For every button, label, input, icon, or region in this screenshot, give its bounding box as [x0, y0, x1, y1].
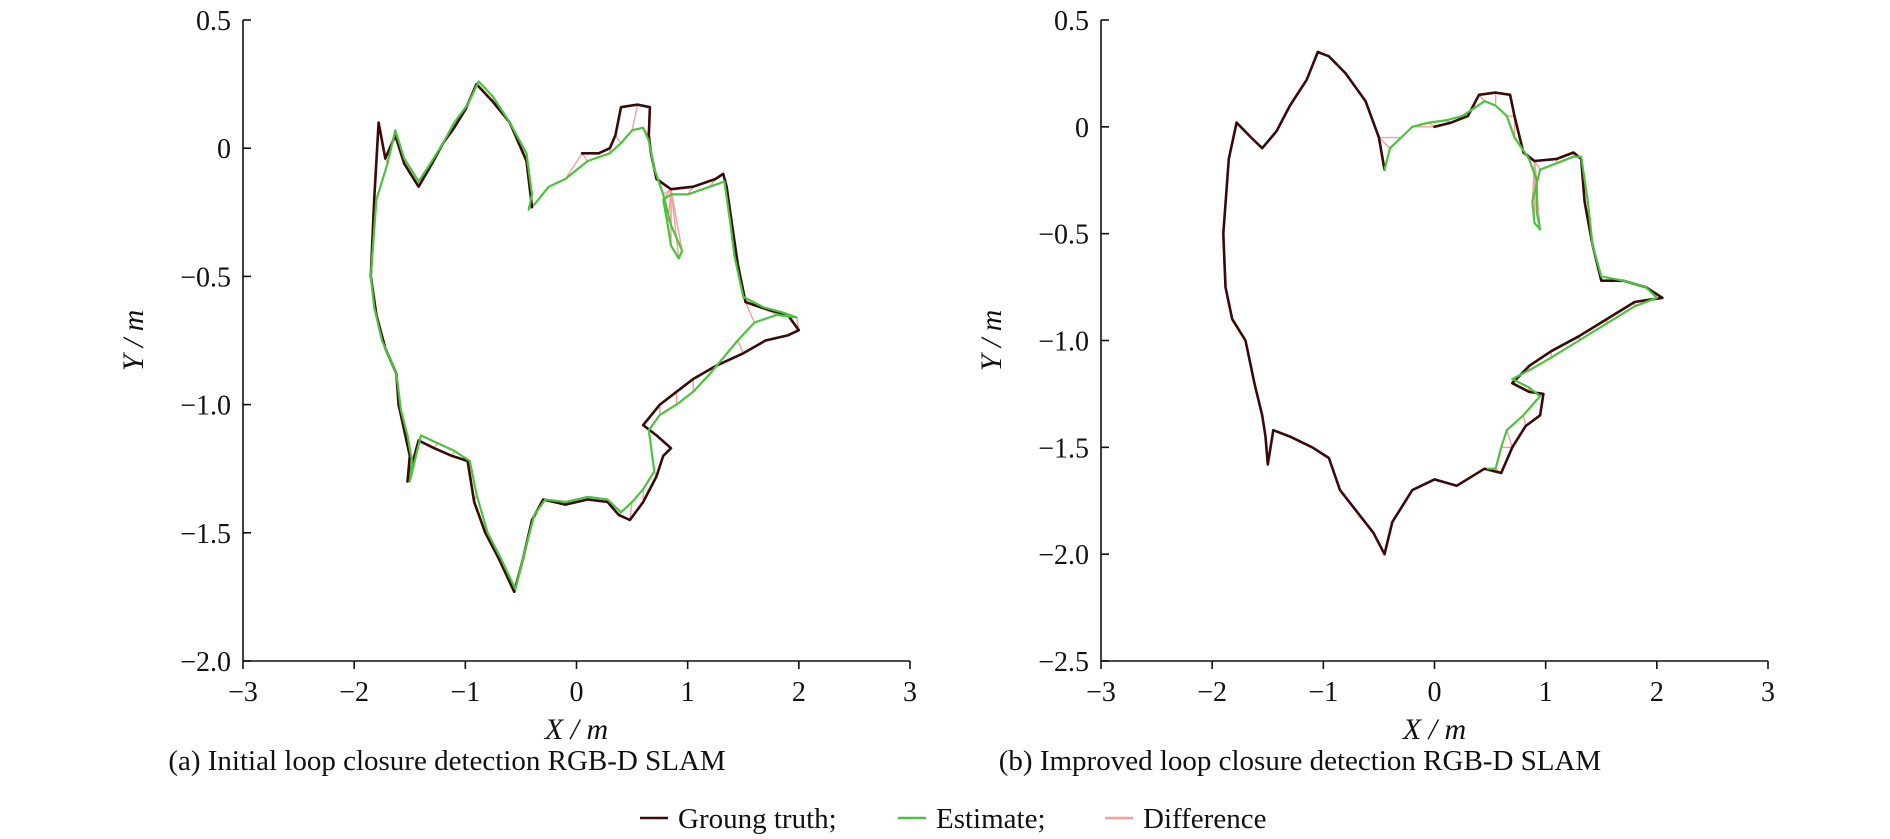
difference-segment	[737, 340, 744, 354]
difference-segment	[662, 188, 672, 195]
x-tick-label: 3	[1761, 677, 1775, 708]
x-tick-label: 2	[1650, 677, 1664, 708]
difference-segment	[564, 152, 583, 180]
difference-segment	[581, 152, 589, 162]
estimate-line	[369, 80, 798, 591]
y-tick-label: −2.0	[180, 647, 231, 678]
y-tick-label: −1.0	[180, 391, 231, 422]
y-tick-label: −0.5	[1038, 220, 1089, 251]
difference-segment	[1378, 137, 1391, 149]
y-tick-label: −0.5	[180, 262, 231, 293]
x-tick-label: 0	[1428, 677, 1442, 708]
x-tick-label: −1	[450, 677, 480, 708]
y-tick-label: 0	[217, 134, 231, 165]
x-tick-label: −2	[1197, 677, 1227, 708]
difference-segment	[1531, 160, 1536, 202]
x-axis-label: X / m	[544, 713, 608, 746]
difference-segment	[629, 501, 633, 521]
ground-truth-line	[369, 82, 801, 594]
estimate-line	[1383, 100, 1658, 470]
y-tick-label: −1.5	[1038, 433, 1089, 464]
legend-label-ground-truth: Groung truth;	[678, 803, 837, 835]
x-tick-label: 1	[681, 677, 695, 708]
x-tick-label: −3	[1086, 677, 1116, 708]
y-tick-label: −1.0	[1038, 327, 1089, 358]
y-tick-label: −2.5	[1038, 647, 1089, 678]
y-tick-label: −2.0	[1038, 540, 1089, 571]
caption-a: (a) Initial loop closure detection RGB-D…	[168, 745, 725, 777]
x-tick-label: 1	[1539, 677, 1553, 708]
difference-segment	[1506, 430, 1513, 448]
difference-segment	[744, 301, 756, 323]
x-tick-label: 2	[792, 677, 806, 708]
difference-segment	[670, 189, 683, 251]
difference-segment	[670, 189, 680, 259]
y-tick-label: −1.5	[180, 519, 231, 550]
y-axis-label: Y / m	[117, 310, 150, 372]
ground-truth-line	[1222, 50, 1664, 556]
x-axis-label: X / m	[1402, 713, 1466, 746]
y-tick-label: 0.5	[196, 6, 231, 37]
chart-panel-b: −3 −2 −1 0 1 2 3 0.5 0 −0.5 −1.0 −1.5 −2.0 −2.5 X / m Y…	[975, 6, 1775, 746]
difference-segment	[631, 104, 639, 131]
legend-label-difference: Difference	[1143, 803, 1266, 835]
x-tick-label: 0	[570, 677, 584, 708]
x-tick-label: −2	[339, 677, 369, 708]
difference-segment	[614, 134, 622, 144]
difference-segment	[1522, 415, 1527, 427]
caption-b: (b) Improved loop closure detection RGB-…	[999, 745, 1601, 777]
y-axis-label: Y / m	[975, 310, 1008, 372]
legend: Groung truth; Estimate; Difference	[640, 803, 1266, 835]
difference-segment	[1533, 160, 1541, 170]
chart-panel-a: −3 −2 −1 0 1 2 3 0.5 0 −0.5 −1.0 −1.5 −2.0 X / m Y / m	[117, 6, 917, 746]
x-tick-label: −1	[1308, 677, 1338, 708]
legend-label-estimate: Estimate;	[936, 803, 1046, 835]
y-tick-label: 0	[1075, 113, 1089, 144]
y-tick-label: 0.5	[1054, 6, 1089, 37]
x-tick-label: −3	[228, 677, 258, 708]
x-tick-label: 3	[903, 677, 917, 708]
